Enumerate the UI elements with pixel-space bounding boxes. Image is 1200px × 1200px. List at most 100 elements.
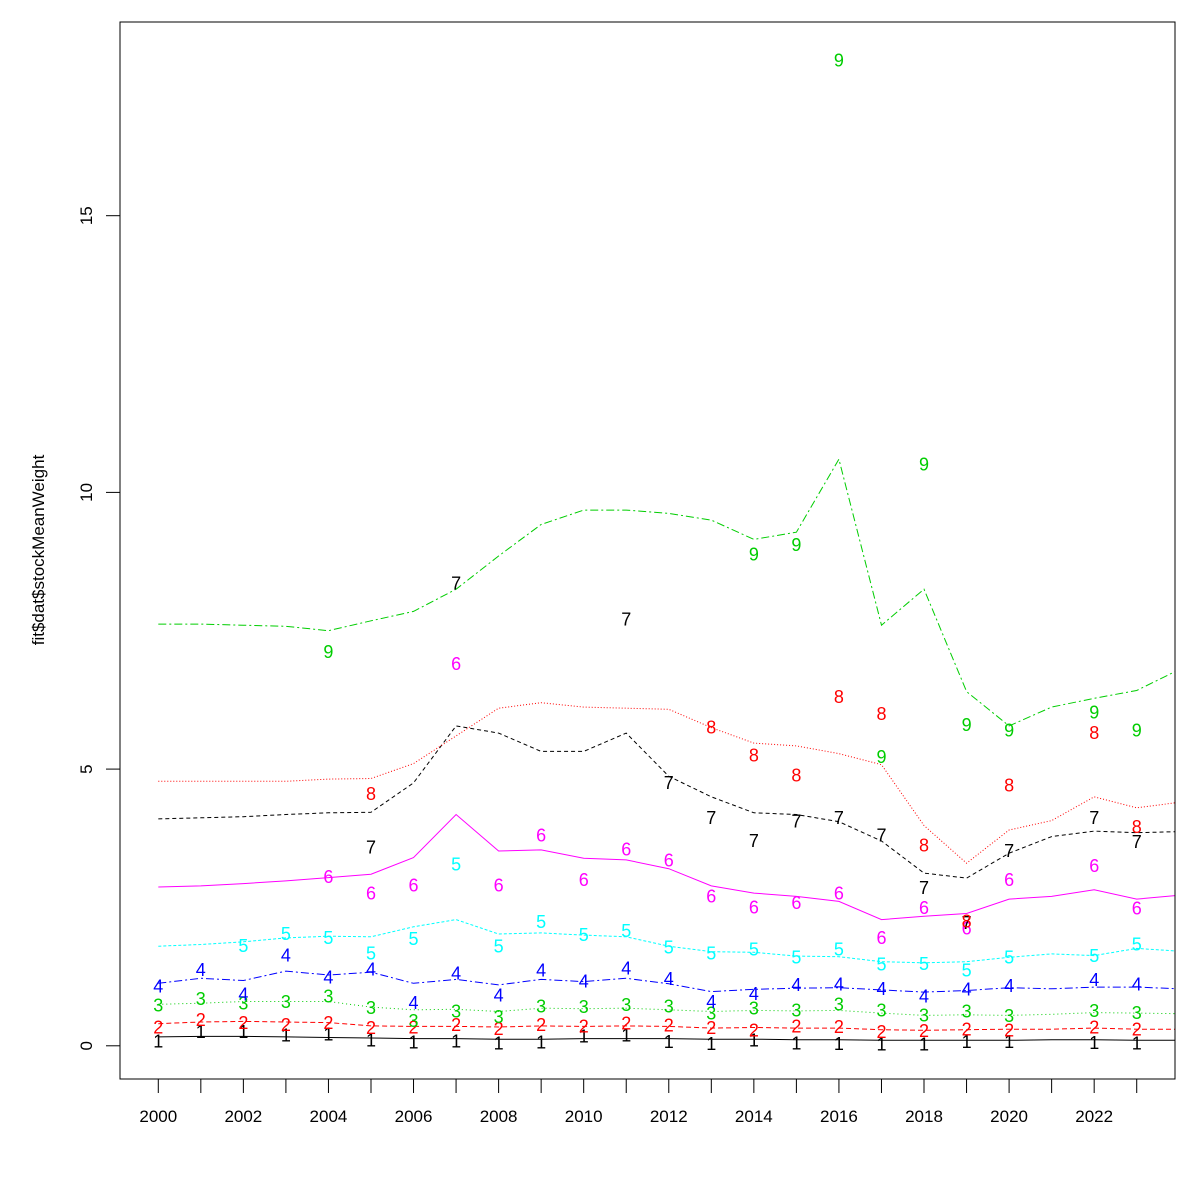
observed-point-age-5: 5 — [791, 947, 801, 967]
observed-point-age-1: 1 — [834, 1034, 844, 1054]
observed-point-age-3: 3 — [323, 987, 333, 1007]
observed-point-age-2: 2 — [366, 1018, 376, 1038]
observed-point-age-5: 5 — [1004, 947, 1014, 967]
observed-point-age-2: 2 — [962, 1020, 972, 1040]
x-tick-label: 2004 — [310, 1107, 348, 1126]
observed-point-age-6: 6 — [876, 928, 886, 948]
observed-point-age-1: 1 — [621, 1025, 631, 1045]
observed-point-age-8: 8 — [366, 784, 376, 804]
series-layer — [158, 457, 1175, 1041]
observed-point-age-8: 8 — [1132, 817, 1142, 837]
observed-point-age-6: 6 — [791, 893, 801, 913]
observed-point-age-2: 2 — [196, 1010, 206, 1030]
observed-point-age-1: 1 — [919, 1035, 929, 1055]
observed-point-age-2: 2 — [1089, 1018, 1099, 1038]
observed-point-age-4: 4 — [536, 961, 546, 981]
observed-point-age-5: 5 — [621, 921, 631, 941]
observed-points-layer: 1 1 1 1 1 1 1 1 1 1 1 1 1 1 1 1 1 1 1 1 1 1 12 2 2 2 2 2 2 2 2 2 2 2 2 2 2 2 2… — [153, 51, 1141, 1055]
observed-point-age-3: 3 — [494, 1007, 504, 1027]
observed-point-age-6: 6 — [451, 654, 461, 674]
observed-point-age-6: 6 — [834, 884, 844, 904]
observed-point-age-7: 7 — [876, 826, 886, 846]
observed-point-age-4: 4 — [962, 979, 972, 999]
observed-point-age-6: 6 — [706, 886, 716, 906]
x-tick-label: 2000 — [139, 1107, 177, 1126]
observed-point-age-3: 3 — [1004, 1006, 1014, 1026]
observed-point-age-4: 4 — [579, 972, 589, 992]
observed-point-age-1: 1 — [749, 1030, 759, 1050]
series-line-age-4 — [158, 970, 1175, 993]
observed-point-age-2: 2 — [238, 1013, 248, 1033]
observed-point-age-3: 3 — [238, 994, 248, 1014]
observed-point-age-1: 1 — [664, 1032, 674, 1052]
observed-point-age-3: 3 — [919, 1005, 929, 1025]
y-tick-label: 0 — [77, 1041, 96, 1050]
observed-point-age-8: 8 — [962, 911, 972, 931]
observed-point-age-7: 7 — [1132, 832, 1142, 852]
observed-point-age-2: 2 — [536, 1015, 546, 1035]
observed-point-age-7: 7 — [706, 808, 716, 828]
observed-point-age-7: 7 — [1089, 808, 1099, 828]
y-axis-label: fit$dat$stockMeanWeight — [29, 454, 48, 645]
observed-point-age-9: 9 — [323, 642, 333, 662]
observed-point-age-7: 7 — [1004, 841, 1014, 861]
y-tick-label: 5 — [77, 764, 96, 773]
observed-point-age-2: 2 — [494, 1019, 504, 1039]
observed-point-age-5: 5 — [579, 925, 589, 945]
observed-point-age-6: 6 — [664, 850, 674, 870]
observed-point-age-1: 1 — [1132, 1034, 1142, 1054]
observed-point-age-3: 3 — [706, 1004, 716, 1024]
observed-point-age-9: 9 — [962, 715, 972, 735]
observed-point-age-2: 2 — [749, 1020, 759, 1040]
observed-point-age-4: 4 — [749, 984, 759, 1004]
observed-point-age-8: 8 — [1004, 776, 1014, 796]
observed-point-age-9: 9 — [876, 747, 886, 767]
observed-point-age-2: 2 — [451, 1015, 461, 1035]
observed-point-age-8: 8 — [791, 766, 801, 786]
observed-point-age-5: 5 — [834, 940, 844, 960]
y-tick-label: 10 — [77, 483, 96, 502]
observed-point-age-1: 1 — [408, 1033, 418, 1053]
observed-point-age-3: 3 — [749, 999, 759, 1019]
observed-point-age-7: 7 — [834, 808, 844, 828]
observed-point-age-4: 4 — [494, 985, 504, 1005]
observed-point-age-3: 3 — [579, 997, 589, 1017]
observed-point-age-5: 5 — [536, 912, 546, 932]
observed-point-age-3: 3 — [408, 1011, 418, 1031]
observed-point-age-6: 6 — [408, 875, 418, 895]
observed-point-age-6: 6 — [1004, 870, 1014, 890]
observed-point-age-5: 5 — [451, 854, 461, 874]
observed-point-age-2: 2 — [876, 1022, 886, 1042]
series-line-age-5 — [158, 919, 1175, 964]
observed-point-age-9: 9 — [834, 51, 844, 71]
observed-point-age-5: 5 — [962, 961, 972, 981]
x-tick-label: 2016 — [820, 1107, 858, 1126]
observed-point-age-1: 1 — [536, 1033, 546, 1053]
observed-point-age-7: 7 — [664, 773, 674, 793]
observed-point-age-6: 6 — [962, 919, 972, 939]
x-tick-label: 2012 — [650, 1107, 688, 1126]
x-axis: 2000 2002 2004 2006 2008 2010 2012 2014 2016 2018… — [139, 1078, 1138, 1126]
observed-point-age-1: 1 — [1089, 1033, 1099, 1053]
series-line-age-1 — [158, 1035, 1175, 1041]
observed-point-age-5: 5 — [664, 937, 674, 957]
observed-point-age-5: 5 — [1089, 946, 1099, 966]
observed-point-age-6: 6 — [579, 870, 589, 890]
x-tick-label: 2010 — [565, 1107, 603, 1126]
observed-point-age-1: 1 — [962, 1032, 972, 1052]
observed-point-age-7: 7 — [749, 831, 759, 851]
observed-point-age-8: 8 — [919, 836, 929, 856]
observed-point-age-4: 4 — [876, 979, 886, 999]
observed-point-age-5: 5 — [749, 940, 759, 960]
observed-point-age-1: 1 — [494, 1034, 504, 1054]
observed-point-age-4: 4 — [834, 974, 844, 994]
x-tick-label: 2020 — [990, 1107, 1028, 1126]
observed-point-age-1: 1 — [153, 1031, 163, 1051]
x-tick-label: 2002 — [224, 1107, 262, 1126]
observed-point-age-6: 6 — [1089, 856, 1099, 876]
series-line-age-2 — [158, 1020, 1175, 1031]
observed-point-age-8: 8 — [1089, 723, 1099, 743]
observed-point-age-4: 4 — [451, 963, 461, 983]
observed-point-age-4: 4 — [791, 975, 801, 995]
observed-point-age-5: 5 — [281, 924, 291, 944]
